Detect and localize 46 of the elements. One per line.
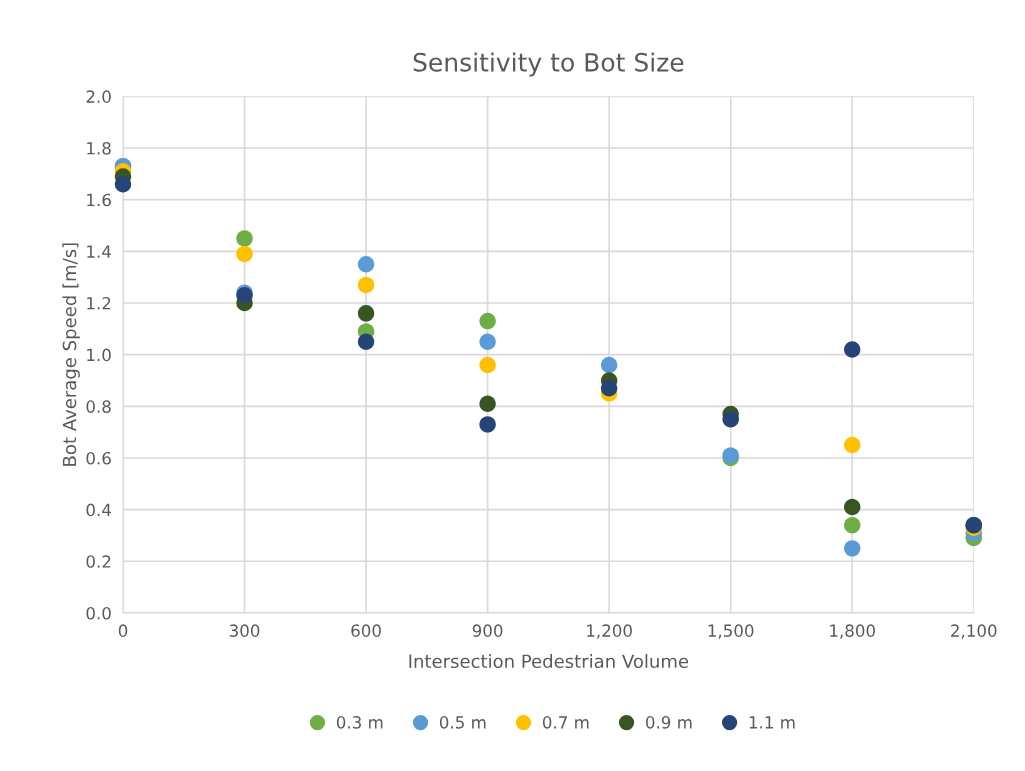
point [600,380,618,397]
x-tick-label: 300 [229,624,260,637]
x-tick-label: 600 [351,624,381,637]
point [357,305,375,322]
x-tick-label: 1,500 [708,624,754,639]
point [844,540,861,557]
legend-label: 1.1 m [749,716,795,729]
point [357,276,375,294]
point [844,436,861,454]
point [357,333,375,350]
y-tick-label: 0.2 [86,555,111,568]
y-tick-label: 0.6 [86,451,111,465]
y-tick-label: 1.6 [87,193,111,207]
y-tick-label: 1.2 [87,296,111,310]
y-tick-label: 0.0 [86,606,111,620]
x-axis-title: Intersection Pedestrian Volume [409,654,689,669]
y-tick-label: 1.8 [87,141,111,155]
point [236,230,253,247]
point [844,498,861,516]
x-tick-label: 1,800 [830,624,875,639]
y-tick-label: 0.4 [86,503,111,517]
y-tick-label: 1.0 [87,348,111,362]
x-tick-label: 1,200 [587,624,632,639]
point [236,245,253,263]
x-tick-label: 0 [118,624,128,637]
legend-label: 0.9 m [645,716,692,729]
y-axis-title: Bot Average Speed [m/s] [62,243,80,466]
point [479,395,496,412]
point [479,333,496,350]
legend-label: 0.3 m [336,716,383,729]
y-tick-label: 2.0 [86,90,111,103]
point [844,341,861,358]
x-tick-label: 900 [472,624,503,637]
legend-label: 0.7 m [542,716,589,729]
point [479,312,496,330]
point [114,175,132,193]
point [844,516,861,534]
point [479,416,496,433]
y-tick-label: 1.4 [87,245,111,258]
point [600,356,618,374]
x-tick-label: 2,100 [951,624,997,639]
point [357,256,375,273]
y-tick-label: 0.8 [86,400,111,413]
legend-label: 0.5 m [439,716,486,729]
chart-title: Sensitivity to Bot Size [413,52,684,77]
point [479,356,496,374]
